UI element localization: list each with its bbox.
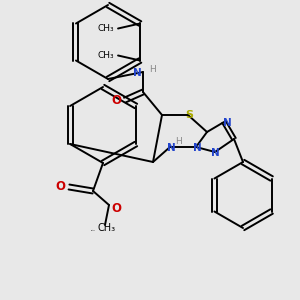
Text: N: N [133, 68, 141, 78]
Text: methyl: methyl [91, 230, 96, 231]
Text: H: H [176, 136, 182, 146]
Text: O: O [111, 94, 121, 106]
Text: CH₃: CH₃ [98, 223, 116, 233]
Text: S: S [185, 110, 193, 120]
Text: N: N [223, 118, 231, 128]
Text: N: N [193, 143, 201, 153]
Text: O: O [55, 181, 65, 194]
Text: N: N [167, 143, 176, 153]
Text: N: N [211, 148, 219, 158]
Text: CH₃: CH₃ [98, 51, 114, 60]
Text: H: H [150, 64, 156, 74]
Text: CH₃: CH₃ [98, 24, 114, 33]
Text: O: O [111, 202, 121, 215]
